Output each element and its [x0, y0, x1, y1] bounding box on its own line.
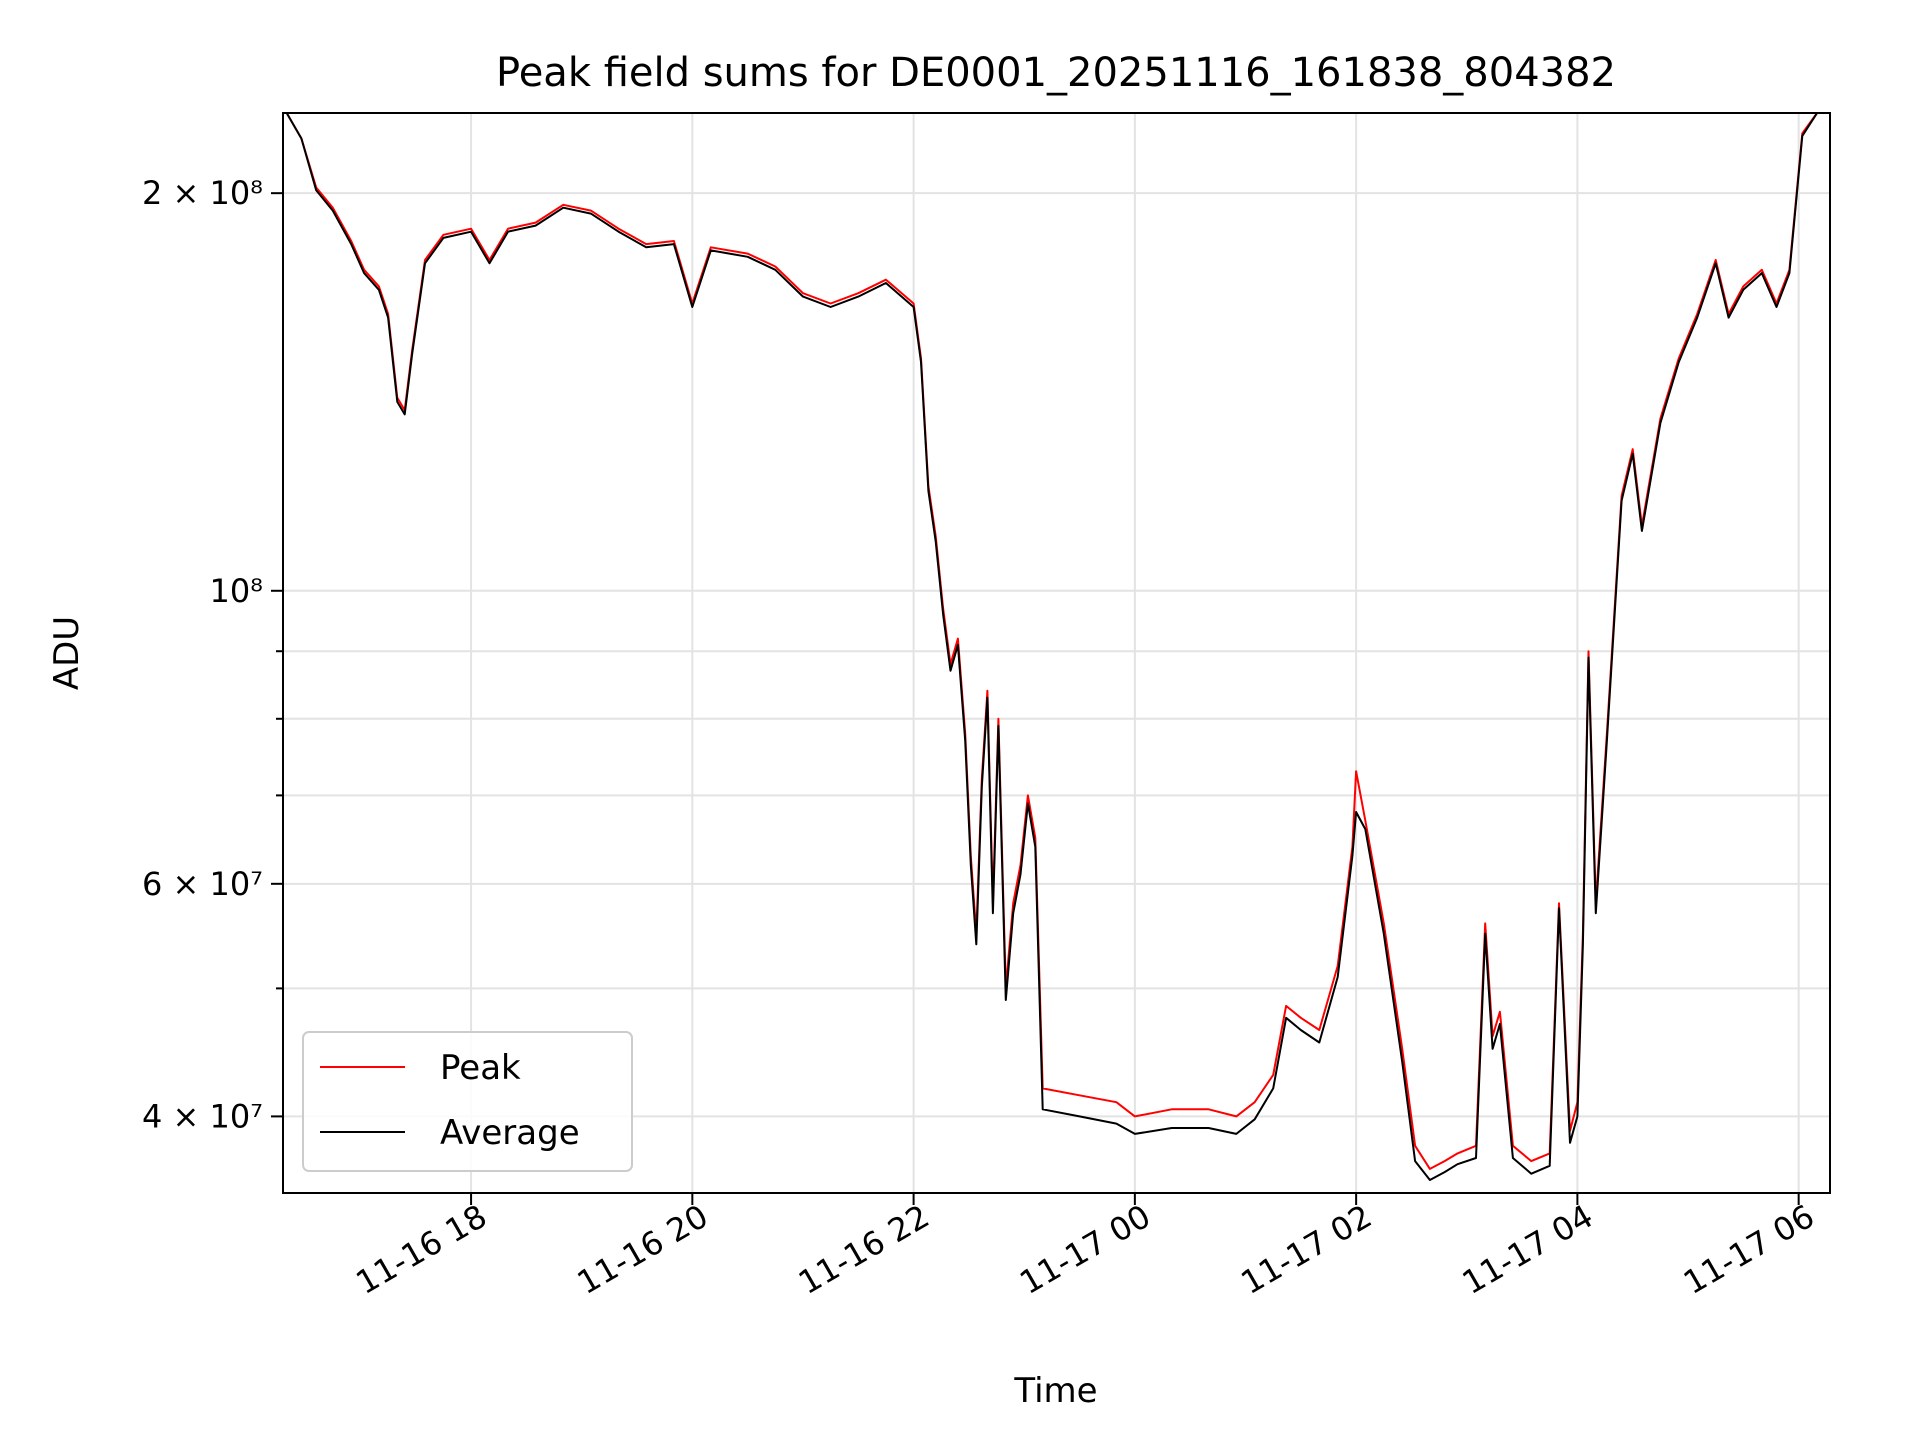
x-tick-label: 11-17 04 [1456, 1197, 1600, 1302]
x-axis-label: Time [1013, 1371, 1097, 1411]
series-line-average [285, 112, 1818, 1181]
x-tick-label: 11-17 02 [1235, 1197, 1379, 1302]
x-tick-label: 11-17 06 [1677, 1197, 1821, 1302]
legend-label-average: Average [440, 1113, 580, 1153]
x-tick-label: 11-16 18 [349, 1197, 493, 1302]
series-lines [285, 112, 1818, 1181]
y-tick-label: 10⁸ [209, 572, 263, 610]
legend: Peak Average [302, 1031, 633, 1172]
x-tick-label: 11-16 20 [571, 1197, 715, 1302]
y-tick-label: 4 × 10⁷ [142, 1097, 263, 1135]
y-axis: 2 × 10⁸ 10⁸ 6 × 10⁷ 4 × 10⁷ [142, 174, 283, 1135]
chart-title: Peak field sums for DE0001_20251116_1618… [496, 50, 1616, 96]
series-line-peak [285, 112, 1818, 1170]
plot-frame [282, 112, 1831, 1194]
x-tick-label: 11-16 22 [792, 1197, 936, 1302]
y-tick-label: 2 × 10⁸ [142, 174, 263, 212]
y-tick-label: 6 × 10⁷ [142, 865, 263, 903]
legend-label-peak: Peak [440, 1048, 521, 1088]
y-axis-label: ADU [47, 616, 87, 690]
x-axis: 11-16 18 11-16 20 11-16 22 11-17 00 11-17 02… [349, 1193, 1821, 1302]
x-tick-label: 11-17 00 [1013, 1197, 1157, 1302]
